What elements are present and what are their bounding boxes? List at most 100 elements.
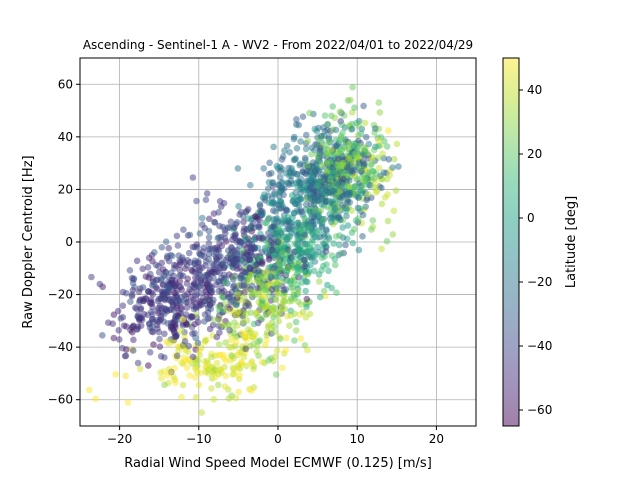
data-point [375, 164, 383, 172]
data-point [283, 236, 290, 244]
data-point [270, 264, 277, 272]
data-point [127, 298, 134, 306]
data-point [186, 231, 194, 239]
data-point [270, 216, 277, 223]
data-point [355, 246, 363, 254]
data-point [199, 221, 206, 228]
data-point [184, 257, 191, 264]
data-point [123, 323, 130, 330]
data-point [211, 316, 218, 324]
data-point [358, 167, 366, 175]
data-point [109, 320, 116, 328]
colorbar-label: Latitude [deg] [564, 196, 579, 288]
data-point [270, 199, 277, 207]
data-point [205, 240, 213, 247]
data-point [297, 301, 305, 308]
data-point [243, 310, 250, 318]
data-point [277, 278, 285, 286]
data-point [201, 318, 208, 325]
data-point [219, 223, 227, 231]
data-point [319, 216, 327, 224]
data-point [255, 234, 263, 242]
data-point [323, 243, 330, 250]
data-point [310, 200, 318, 208]
data-point [362, 203, 370, 210]
colorbar-frame [502, 57, 520, 427]
data-point [171, 376, 179, 383]
data-point [165, 244, 172, 252]
data-point [167, 369, 174, 376]
data-point [360, 181, 368, 189]
data-point [114, 307, 122, 315]
data-point [299, 113, 307, 120]
data-point [255, 313, 262, 321]
data-point [393, 140, 401, 148]
data-point [218, 321, 226, 328]
data-point [192, 394, 200, 401]
data-point [149, 318, 157, 326]
data-point [194, 357, 202, 364]
data-point [261, 191, 268, 198]
data-point [225, 395, 233, 402]
data-point [275, 260, 282, 268]
data-point [208, 385, 215, 392]
data-point [165, 273, 172, 281]
data-point [275, 290, 283, 297]
data-point [253, 348, 260, 356]
data-point [161, 330, 168, 338]
data-point [297, 253, 304, 261]
data-point [115, 327, 122, 334]
data-point [294, 193, 301, 201]
data-point [303, 240, 311, 248]
data-point [315, 197, 322, 205]
colorbar-tick-label: −40 [527, 339, 552, 353]
data-point [210, 396, 218, 403]
data-point [286, 322, 293, 330]
y-tick-label: 60 [58, 77, 73, 91]
data-point [356, 205, 364, 212]
data-point [144, 311, 151, 319]
data-point [270, 222, 278, 230]
data-point [208, 353, 215, 361]
data-point [309, 236, 316, 244]
x-tick-label: 0 [274, 432, 282, 446]
data-point [202, 196, 210, 204]
data-point [264, 242, 272, 249]
data-point [238, 239, 245, 246]
data-point [145, 362, 152, 369]
data-point [168, 252, 176, 260]
data-point [340, 175, 347, 183]
y-tick-label: 20 [58, 182, 73, 196]
data-point [216, 365, 224, 373]
data-point [243, 225, 250, 233]
data-point [233, 255, 240, 263]
data-point [229, 352, 236, 360]
data-point [155, 309, 162, 317]
data-point [240, 353, 248, 361]
data-point [208, 268, 216, 276]
data-point [174, 242, 182, 249]
data-point [321, 112, 329, 119]
data-point [331, 255, 339, 263]
data-point [344, 222, 352, 229]
data-point [192, 303, 200, 311]
colorbar-gradient [503, 58, 519, 426]
data-point [324, 151, 331, 158]
data-point [293, 219, 301, 227]
y-tick-label: 40 [58, 130, 73, 144]
data-point [177, 272, 185, 279]
data-point [287, 177, 295, 185]
data-point [324, 120, 332, 128]
data-point [286, 298, 294, 305]
data-point [227, 218, 235, 226]
data-point [299, 308, 307, 316]
data-point [323, 261, 330, 268]
data-point [252, 262, 260, 269]
data-point [306, 206, 314, 213]
data-point [233, 265, 241, 273]
data-point [329, 187, 336, 194]
data-point [158, 274, 166, 282]
data-point [321, 233, 328, 240]
data-point [222, 279, 229, 286]
data-point [181, 338, 189, 345]
